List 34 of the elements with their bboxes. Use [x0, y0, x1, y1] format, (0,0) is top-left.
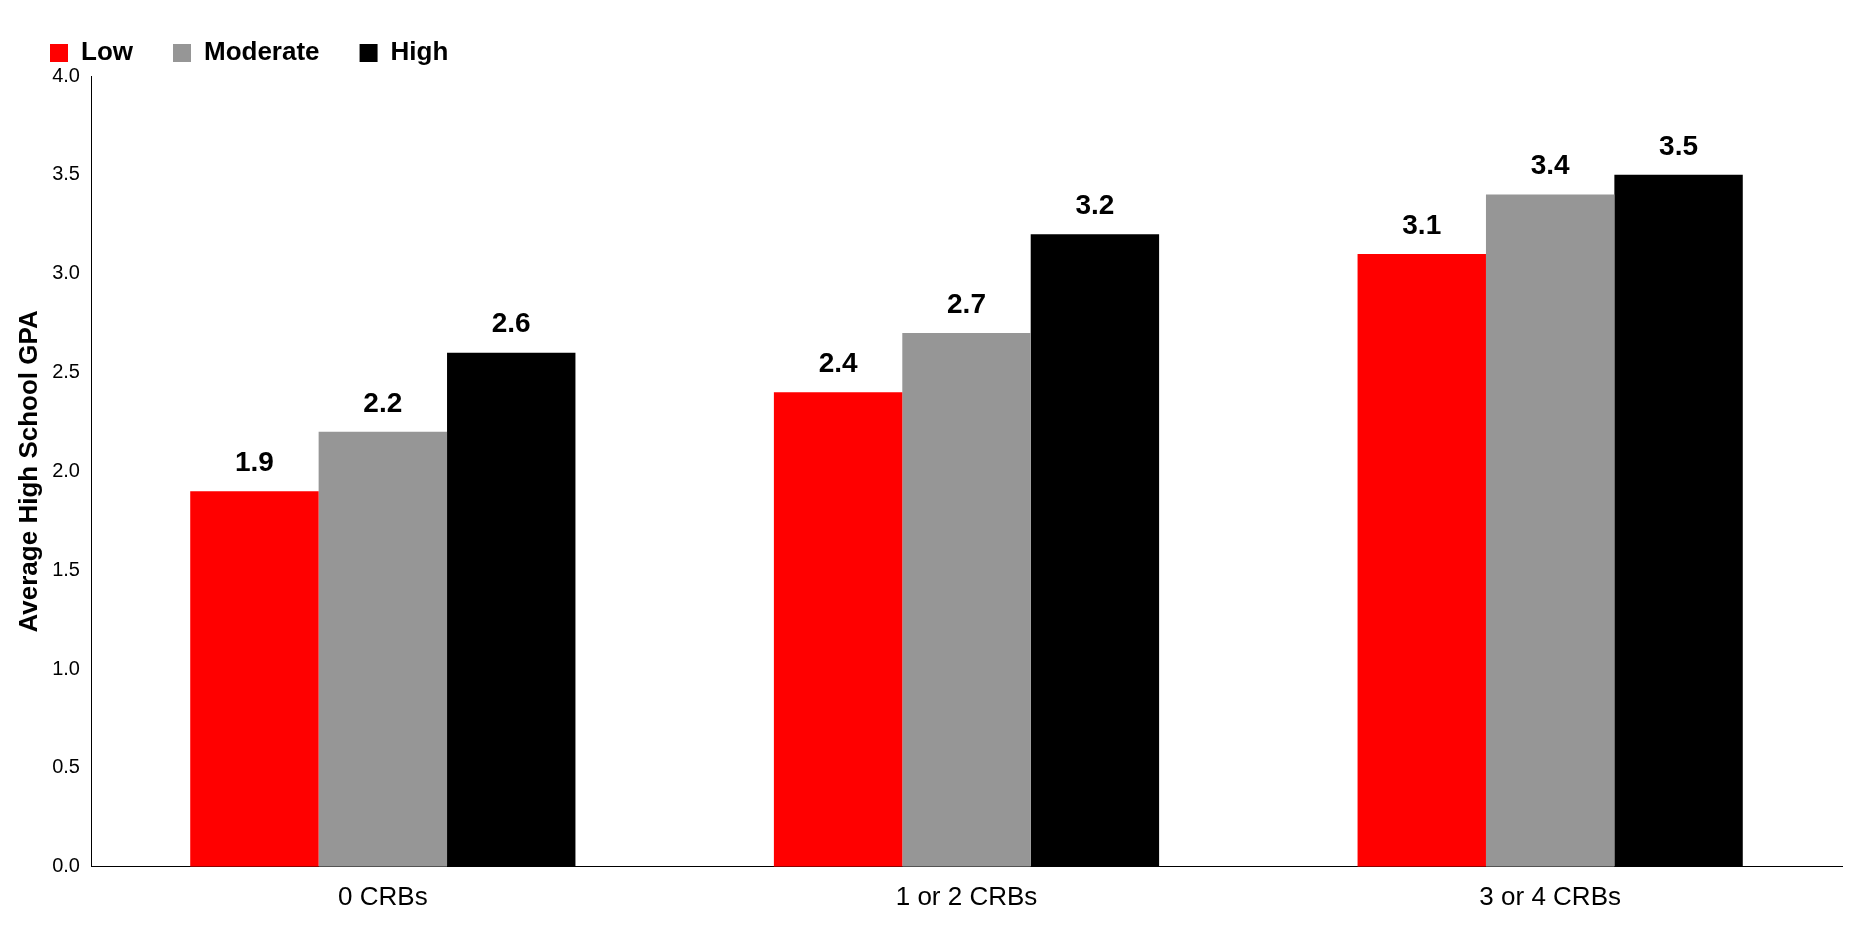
x-tick-label: 1 or 2 CRBs [895, 880, 1038, 911]
bar [318, 431, 448, 867]
bar [447, 352, 576, 867]
data-label: 2.4 [818, 347, 858, 379]
data-label: 2.7 [947, 287, 986, 319]
y-tick-label: 0.0 [52, 854, 80, 877]
bar [1357, 253, 1486, 867]
bar [1614, 174, 1743, 867]
data-label: 3.4 [1530, 149, 1571, 181]
bar [1485, 194, 1615, 867]
data-label: 3.2 [1075, 188, 1115, 220]
legend-label: Moderate [203, 36, 320, 67]
data-label: 3.1 [1402, 208, 1442, 240]
y-tick-label: 2.5 [52, 360, 80, 383]
y-tick-label: 3.0 [52, 261, 80, 284]
y-tick-label: 3.5 [52, 162, 80, 185]
legend-label: Low [81, 36, 134, 67]
data-label: 1.9 [234, 445, 274, 477]
y-tick-label: 1.5 [52, 557, 80, 580]
data-label: 2.6 [491, 307, 531, 339]
y-tick-label: 0.5 [52, 755, 80, 778]
data-label: 2.2 [363, 386, 403, 418]
y-tick-label: 4.0 [52, 63, 80, 86]
y-tick-label: 1.0 [52, 656, 80, 679]
bar [773, 392, 903, 867]
bar [1030, 234, 1160, 867]
bar [902, 333, 1031, 867]
x-tick-label: 3 or 4 CRBs [1479, 880, 1621, 911]
legend-label: High [390, 36, 449, 67]
x-tick-label: 0 CRBs [338, 880, 428, 911]
y-tick-label: 2.0 [52, 458, 80, 481]
bar [190, 491, 319, 867]
y-axis-title: Average High School GPA [12, 310, 43, 633]
data-label: 3.5 [1659, 129, 1699, 161]
